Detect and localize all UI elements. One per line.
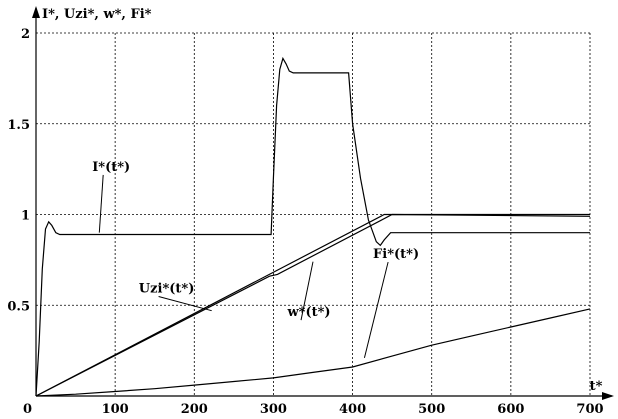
plot-frame <box>32 6 614 400</box>
series-lines <box>35 56 591 397</box>
y-tick-label: 1.5 <box>7 118 30 133</box>
x-tick-label: 500 <box>418 402 445 417</box>
leader-line <box>98 174 104 233</box>
series-label: w*(t*) <box>286 305 330 320</box>
series-line-4 <box>35 308 591 397</box>
x-tick-label: 600 <box>497 402 524 417</box>
leader-line <box>363 261 389 359</box>
y-axis-label: I*, Uzi*, w*, Fi* <box>42 7 152 22</box>
x-axis-label: t* <box>590 379 603 394</box>
tick-labels: 0 100 200 300 400 500 600 700 0.5 1 1.5 2 <box>7 27 603 417</box>
annotations: I*(t*) Uzi*(t*) w*(t*) Fi*(t*) <box>92 160 419 359</box>
series-label: I*(t*) <box>92 160 130 175</box>
leader-line <box>300 261 314 321</box>
series-label: Uzi*(t*) <box>139 282 195 297</box>
y-tick-label: 1 <box>21 209 30 224</box>
x-axis-arrow-icon <box>602 392 614 400</box>
series-line-1 <box>35 56 590 397</box>
y-tick-label: 0.5 <box>7 299 30 314</box>
x-tick-label: 300 <box>260 402 287 417</box>
x-tick-label: 200 <box>181 402 208 417</box>
y-axis-arrow-icon <box>32 6 40 18</box>
y-tick-label: 2 <box>21 27 30 42</box>
series-label: Fi*(t*) <box>373 247 419 262</box>
x-tick-label: 700 <box>576 402 603 417</box>
x-tick-label: 100 <box>102 402 129 417</box>
series-line-3 <box>35 213 591 397</box>
x-tick-label: 0 <box>23 402 32 417</box>
x-tick-label: 400 <box>339 402 366 417</box>
series-line-2 <box>35 213 590 397</box>
leader-line <box>158 296 212 312</box>
